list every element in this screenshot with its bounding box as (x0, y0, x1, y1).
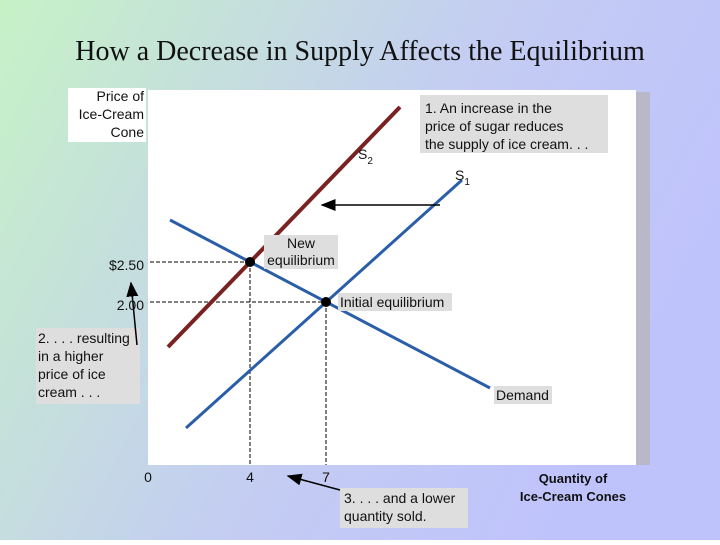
y-axis-label: Cone (111, 124, 145, 140)
curve-subscript: 2 (367, 156, 373, 167)
new-equilibrium-point (245, 257, 255, 267)
demand-label: Demand (496, 387, 549, 403)
curve-letter: S (455, 167, 464, 183)
note: quantity sold. (344, 508, 427, 524)
y-tick-label: 2.00 (117, 297, 144, 313)
point-label: Initial equilibrium (340, 294, 444, 310)
point-label: equilibrium (267, 252, 335, 268)
shadow (636, 92, 650, 465)
x-tick-label: 0 (144, 469, 152, 485)
title: How a Decrease in Supply Affects the Equ… (75, 36, 645, 67)
y-axis-label: Ice-Cream (79, 106, 144, 122)
guides (150, 261, 327, 465)
x-axis-label: Quantity of (539, 471, 608, 486)
note: 1. An increase in the (425, 100, 552, 116)
label-boxes (36, 88, 608, 528)
initial-equilibrium-point (321, 297, 331, 307)
note: cream . . . (38, 384, 100, 400)
y-axis-label: Price of (97, 88, 145, 104)
x-tick-label: 4 (246, 469, 254, 485)
note: the supply of ice cream. . . (425, 136, 588, 152)
note: price of ice (38, 366, 106, 382)
curve-label: S2 (358, 146, 373, 167)
arrow (126, 281, 139, 346)
note: 2. . . . resulting (38, 330, 130, 346)
arrow (286, 473, 341, 491)
note: price of sugar reduces (425, 118, 564, 134)
curve-label: S1 (455, 167, 470, 188)
y-tick-label: $2.50 (109, 257, 144, 273)
x-axis-label: Ice-Cream Cones (520, 489, 626, 504)
note: in a higher (38, 348, 104, 364)
curve-letter: S (358, 146, 367, 162)
curve-subscript: 1 (464, 177, 470, 188)
note: 3. . . . and a lower (344, 490, 456, 506)
supply-s2 (166, 105, 402, 349)
x-tick-label: 7 (322, 469, 330, 485)
point-label: New (287, 235, 316, 251)
